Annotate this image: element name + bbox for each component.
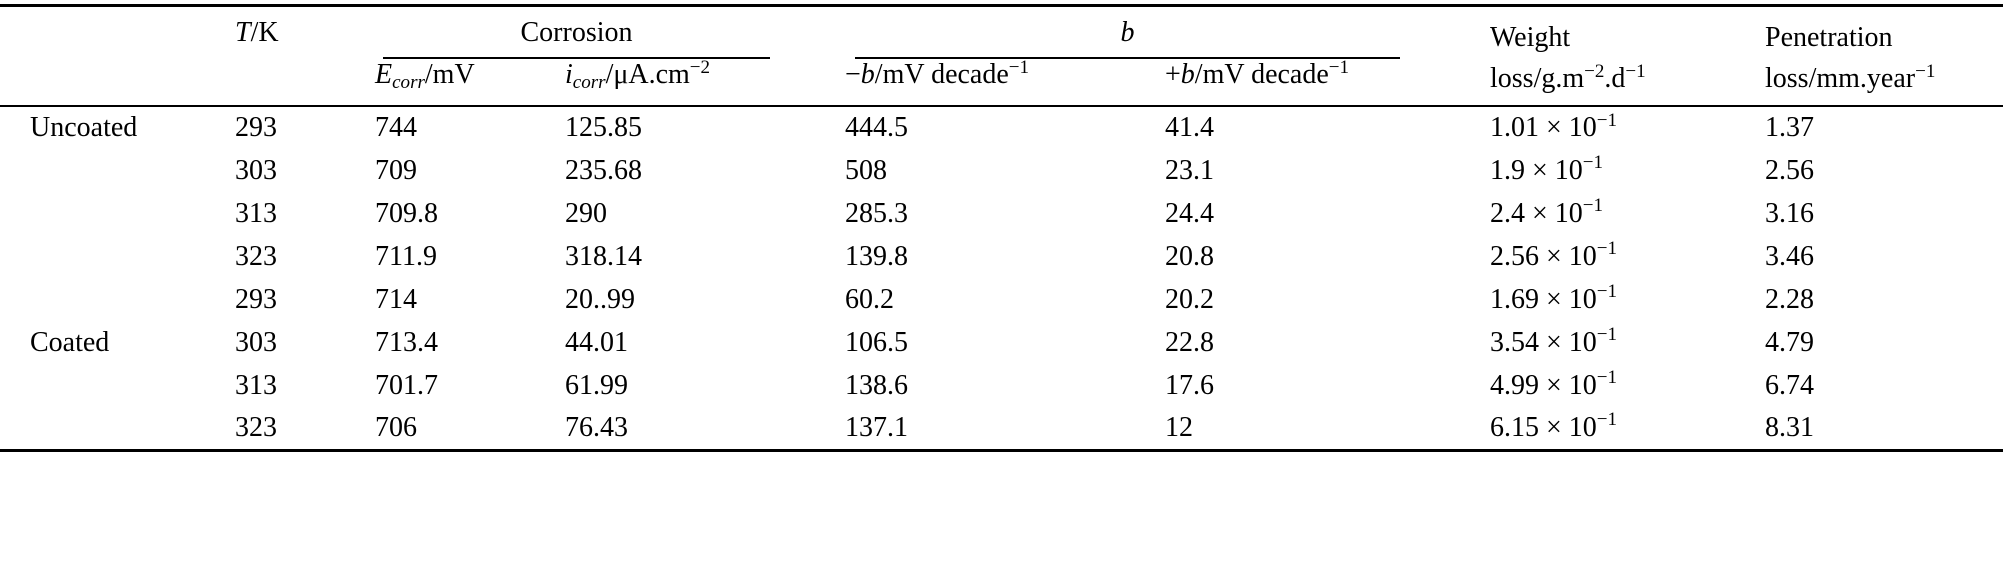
icorr-value: 235.68 <box>565 154 642 186</box>
header-b-positive: +b/mV decade−1 <box>1165 56 1350 90</box>
table-row: 313 709.8 290 285.3 24.4 2.4 × 10−1 3.16 <box>0 192 2003 235</box>
header-group-spacer <box>0 6 230 107</box>
b-label-text: b <box>1120 17 1135 48</box>
header-b-negative: −b/mV decade−1 <box>845 56 1030 90</box>
ecorr-value: 714 <box>375 283 417 315</box>
icorr-value: 290 <box>565 197 607 229</box>
weight-loss-line1: Weight <box>1490 22 1571 53</box>
group-label <box>0 235 230 278</box>
table-row: Coated 303 713.4 44.01 106.5 22.8 3.54 ×… <box>0 321 2003 364</box>
group-label <box>0 149 230 192</box>
penetration-loss-value: 8.31 <box>1765 411 1814 443</box>
penetration-loss-value: 3.16 <box>1765 197 1814 229</box>
t-value: 313 <box>235 369 277 401</box>
penetration-loss-value: 3.46 <box>1765 240 1814 272</box>
t-value: 293 <box>235 283 277 315</box>
group-label: Coated <box>30 326 110 358</box>
header-corrosion-group: Corrosion <box>370 6 840 59</box>
b-negative-value: 60.2 <box>845 283 894 315</box>
group-label <box>0 278 230 321</box>
weight-loss-value: 2.56 × 10−1 <box>1490 238 1618 272</box>
corrosion-results-table: T/K Corrosion b Weight loss/g.m−2.d−1 Pe… <box>0 4 2003 452</box>
b-negative-value: 137.1 <box>845 411 908 443</box>
b-positive-value: 22.8 <box>1165 326 1214 358</box>
temperature-unit: /K <box>250 17 279 48</box>
header-weight-loss: Weight loss/g.m−2.d−1 <box>1485 6 1760 107</box>
ecorr-value: 706 <box>375 411 417 443</box>
t-value: 293 <box>235 112 277 143</box>
ecorr-value: 713.4 <box>375 326 438 358</box>
table-row: 293 714 20..99 60.2 20.2 1.69 × 10−1 2.2… <box>0 278 2003 321</box>
ecorr-value: 709 <box>375 154 417 186</box>
weight-loss-value: 1.9 × 10−1 <box>1490 152 1604 186</box>
icorr-value: 61.99 <box>565 369 628 401</box>
header-temperature: T/K <box>230 6 370 107</box>
ecorr-value: 701.7 <box>375 369 438 401</box>
b-positive-value: 17.6 <box>1165 369 1214 401</box>
icorr-value: 125.85 <box>565 112 642 143</box>
weight-loss-value: 4.99 × 10−1 <box>1490 367 1618 401</box>
group-label: Uncoated <box>30 112 138 143</box>
table-row: 313 701.7 61.99 138.6 17.6 4.99 × 10−1 6… <box>0 364 2003 407</box>
b-positive-value: 24.4 <box>1165 197 1214 229</box>
table-header: T/K Corrosion b Weight loss/g.m−2.d−1 Pe… <box>0 6 2003 106</box>
icorr-value: 44.01 <box>565 326 628 358</box>
b-group-label: b <box>855 17 1400 59</box>
header-ecorr: Ecorr/mV <box>375 59 475 94</box>
header-row-top: T/K Corrosion b Weight loss/g.m−2.d−1 Pe… <box>0 6 2003 94</box>
group-label <box>0 364 230 407</box>
weight-loss-value: 3.54 × 10−1 <box>1490 324 1618 358</box>
ecorr-value: 744 <box>375 112 417 143</box>
table-row: Uncoated 293 744 125.85 444.5 41.4 1.01 … <box>0 106 2003 149</box>
table-row: 323 711.9 318.14 139.8 20.8 2.56 × 10−1 … <box>0 235 2003 278</box>
penetration-loss-value: 1.37 <box>1765 112 1814 143</box>
b-positive-value: 20.8 <box>1165 240 1214 272</box>
weight-loss-value: 6.15 × 10−1 <box>1490 409 1618 443</box>
b-negative-value: 139.8 <box>845 240 908 272</box>
b-positive-value: 41.4 <box>1165 112 1214 143</box>
header-penetration-loss: Penetration loss/mm.year−1 <box>1760 6 2003 107</box>
ecorr-value: 711.9 <box>375 240 437 272</box>
penetration-loss-value: 2.56 <box>1765 154 1814 186</box>
b-negative-value: 508 <box>845 154 887 186</box>
header-b-group: b <box>840 6 1485 59</box>
penetration-loss-value: 4.79 <box>1765 326 1814 358</box>
icorr-value: 318.14 <box>565 240 642 272</box>
weight-loss-value: 2.4 × 10−1 <box>1490 195 1604 229</box>
b-negative-value: 285.3 <box>845 197 908 229</box>
b-positive-value: 12 <box>1165 411 1193 443</box>
weight-loss-line2: loss/g.m−2.d−1 <box>1490 60 1646 94</box>
penetration-loss-value: 6.74 <box>1765 369 1814 401</box>
icorr-value: 76.43 <box>565 411 628 443</box>
weight-loss-value: 1.01 × 10−1 <box>1490 109 1618 143</box>
b-positive-value: 23.1 <box>1165 154 1214 186</box>
table-row: 323 706 76.43 137.1 12 6.15 × 10−1 8.31 <box>0 407 2003 450</box>
weight-loss-value: 1.69 × 10−1 <box>1490 281 1618 315</box>
header-row-sub: Ecorr/mV icorr/μA.cm−2 −b/mV decade−1 +b… <box>0 56 2003 106</box>
header-icorr: icorr/μA.cm−2 <box>565 56 711 94</box>
corrosion-label-text: Corrosion <box>520 17 633 48</box>
t-value: 303 <box>235 154 277 186</box>
t-value: 323 <box>235 411 277 443</box>
penetration-loss-line1: Penetration <box>1765 22 1893 53</box>
icorr-value: 20..99 <box>565 283 635 315</box>
b-negative-value: 444.5 <box>845 112 908 143</box>
penetration-loss-line2: loss/mm.year−1 <box>1765 60 1936 94</box>
ecorr-value: 709.8 <box>375 197 438 229</box>
t-value: 313 <box>235 197 277 229</box>
temperature-symbol: T <box>235 17 251 48</box>
group-label <box>0 192 230 235</box>
t-value: 303 <box>235 326 277 358</box>
table-row: 303 709 235.68 508 23.1 1.9 × 10−1 2.56 <box>0 149 2003 192</box>
corrosion-group-label: Corrosion <box>383 17 770 59</box>
b-negative-value: 106.5 <box>845 326 908 358</box>
b-negative-value: 138.6 <box>845 369 908 401</box>
group-label <box>0 407 230 450</box>
t-value: 323 <box>235 240 277 272</box>
table-body: Uncoated 293 744 125.85 444.5 41.4 1.01 … <box>0 106 2003 450</box>
b-positive-value: 20.2 <box>1165 283 1214 315</box>
penetration-loss-value: 2.28 <box>1765 283 1814 315</box>
